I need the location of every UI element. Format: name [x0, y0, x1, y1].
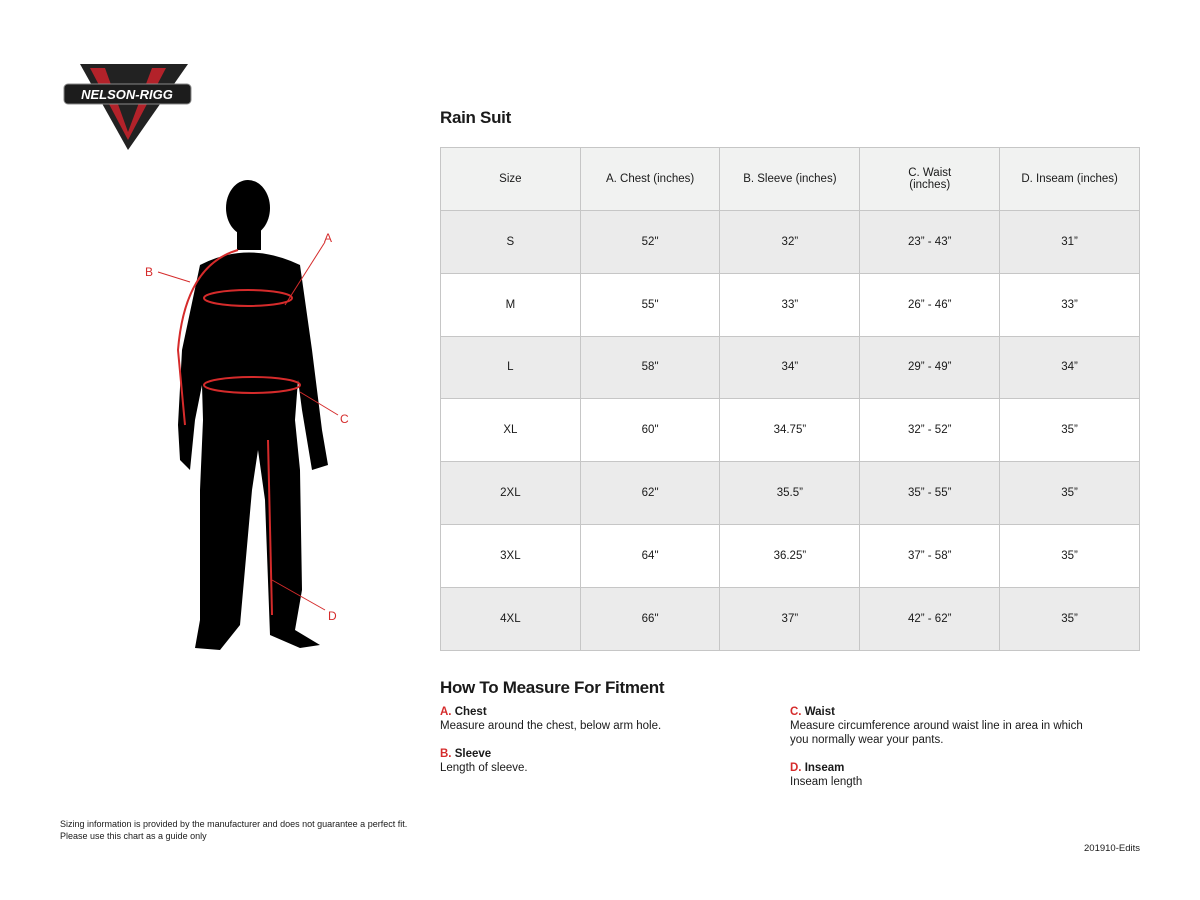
table-cell: 31” — [999, 210, 1140, 274]
table-row: 2XL 62" 35.5” 35” - 55” 35” — [440, 461, 1140, 525]
label-c: C — [340, 412, 349, 426]
label-b: B — [145, 265, 153, 279]
table-row: XL 60" 34.75” 32” - 52” 35” — [440, 398, 1140, 463]
size-chart-table: Size A. Chest (inches) B. Sleeve (inches… — [440, 147, 1140, 651]
table-cell: 35.5” — [719, 461, 861, 525]
header-size: Size — [440, 147, 581, 211]
nelson-rigg-logo: NELSON-RIGG — [63, 64, 192, 150]
disclaimer: Sizing information is provided by the ma… — [60, 819, 407, 842]
table-cell: 36.25” — [719, 523, 861, 588]
table-cell: 35” — [999, 461, 1140, 525]
table-cell: 34” — [719, 335, 861, 400]
table-cell: 58" — [579, 335, 721, 400]
table-cell: 35” — [999, 586, 1140, 651]
body-measurement-figure: A B C D — [145, 180, 349, 650]
howto-title: How To Measure For Fitment — [440, 678, 665, 697]
table-cell: 64" — [579, 523, 721, 588]
table-cell: 33” — [999, 272, 1140, 337]
table-cell: M — [440, 272, 581, 337]
table-cell: 34.75” — [719, 398, 861, 463]
table-cell: XL — [440, 398, 581, 463]
disclaimer-line: Sizing information is provided by the ma… — [60, 819, 408, 829]
measurement-lines — [157, 241, 339, 616]
disclaimer-line: Please use this chart as a guide only — [60, 830, 207, 841]
header-inseam: D. Inseam (inches) — [999, 147, 1140, 211]
label-a: A — [324, 231, 332, 245]
document-code: 201910-Edits — [1084, 843, 1140, 854]
table-cell: 55" — [579, 272, 721, 337]
table-cell: 60" — [579, 398, 721, 463]
table-cell: 4XL — [440, 586, 581, 651]
howto-waist: C. Waist Measure circumference around wai… — [790, 706, 1083, 746]
howto-chest: A. Chest Measure around the chest, below … — [440, 706, 662, 732]
table-cell: 26” - 46” — [859, 272, 1001, 337]
table-cell: 29” - 49” — [859, 335, 1001, 400]
svg-text:NELSON-RIGG: NELSON-RIGG — [81, 87, 173, 102]
header-chest: A. Chest (inches) — [579, 147, 721, 211]
table-cell: L — [440, 335, 581, 400]
body-silhouette — [178, 180, 328, 650]
table-cell: 32” — [719, 210, 861, 274]
table-cell: S — [440, 210, 581, 274]
table-cell: 37” — [719, 586, 861, 651]
table-row: 3XL 64" 36.25” 37” - 58” 35” — [440, 523, 1140, 588]
table-cell: 62" — [579, 461, 721, 525]
table-cell: 37” - 58” — [859, 523, 1001, 588]
table-row: M 55" 33” 26” - 46” 33” — [440, 272, 1140, 337]
header-sleeve: B. Sleeve (inches) — [719, 147, 861, 211]
table-cell: 34” — [999, 335, 1140, 400]
table-cell: 23” - 43” — [859, 210, 1001, 274]
table-cell: 35” — [999, 523, 1140, 588]
table-cell: 2XL — [440, 461, 581, 525]
table-cell: 42” - 62” — [859, 586, 1001, 651]
table-row: S 52" 32” 23” - 43” 31” — [440, 210, 1140, 274]
table-row: 4XL 66" 37” 42” - 62” 35” — [440, 586, 1140, 651]
table-cell: 32” - 52” — [859, 398, 1001, 463]
table-header-row: Size A. Chest (inches) B. Sleeve (inches… — [440, 147, 1140, 211]
table-cell: 66" — [579, 586, 721, 651]
howto-inseam: D. Inseam Inseam length — [790, 762, 863, 788]
howto-sleeve: B. Sleeve Length of sleeve. — [440, 748, 528, 774]
label-d: D — [328, 609, 337, 623]
table-cell: 52" — [579, 210, 721, 274]
page-title: Rain Suit — [440, 108, 511, 127]
table-cell: 35” - 55” — [859, 461, 1001, 525]
table-cell: 33” — [719, 272, 861, 337]
header-waist: C. Waist (inches) — [859, 147, 1001, 211]
table-cell: 3XL — [440, 523, 581, 588]
table-cell: 35” — [999, 398, 1140, 463]
table-row: L 58" 34” 29” - 49” 34” — [440, 335, 1140, 400]
